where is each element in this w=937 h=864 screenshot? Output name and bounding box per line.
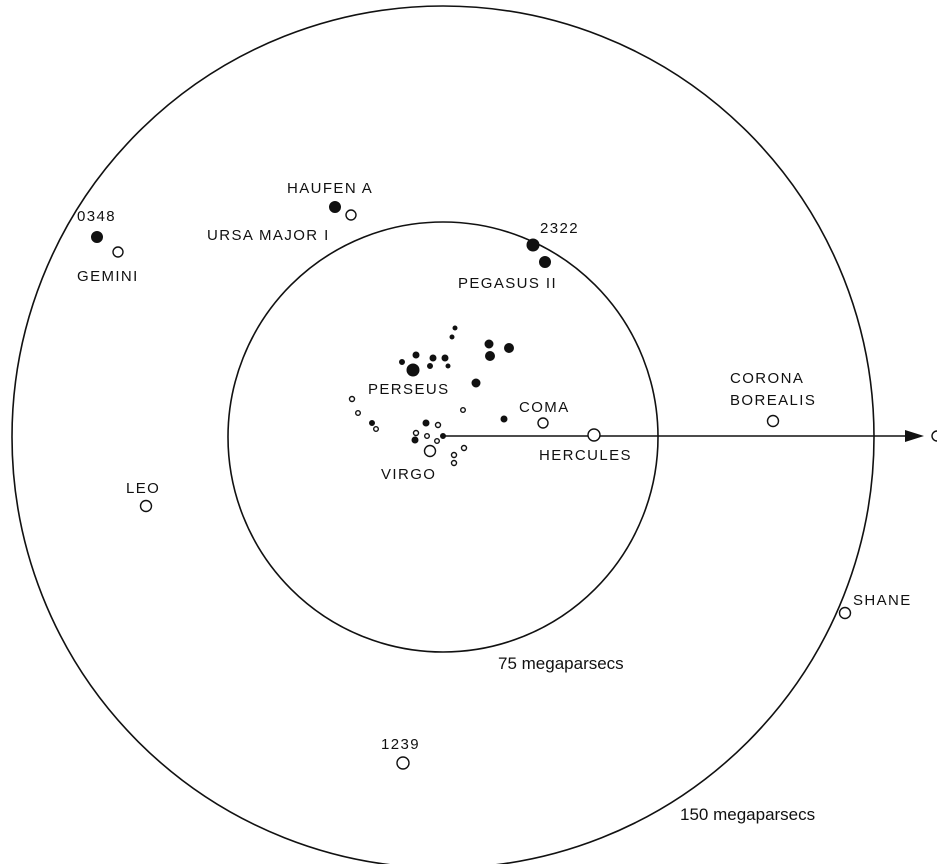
nearby-group-ring: [424, 433, 431, 440]
cluster-pegasus-ii-marker: [539, 256, 551, 268]
cluster-hercules-marker: [587, 428, 601, 442]
nearby-group-dot: [504, 343, 514, 353]
nearby-group-ring: [460, 407, 467, 414]
cluster-haufen-a-marker: [329, 201, 341, 213]
nearby-group-ring: [450, 451, 458, 459]
nearby-group-dot: [441, 354, 449, 362]
label-haufen-a: HAUFEN A: [287, 180, 373, 197]
ring-150-megaparsecs: [11, 5, 875, 864]
nearby-group-ring: [355, 410, 362, 417]
label-perseus: PERSEUS: [368, 381, 450, 398]
nearby-filled-groups: [369, 325, 514, 444]
cluster-ursa-major-i-marker: [345, 209, 357, 221]
nearby-group-dot: [422, 419, 430, 427]
nearby-group-dot: [471, 378, 481, 388]
nearby-group-dot: [427, 363, 433, 369]
label-pegasus-ii: PEGASUS II: [458, 275, 557, 292]
nearby-group-dot: [411, 436, 419, 444]
label-150-megaparsecs: 150 megaparsecs: [680, 805, 815, 824]
ring-75-megaparsecs: [227, 221, 659, 653]
cluster-0348-marker: [91, 231, 103, 243]
label-hercules: HERCULES: [539, 447, 632, 464]
nearby-group-dot: [369, 420, 375, 426]
cluster-leo-marker: [139, 499, 153, 513]
nearby-group-dot: [452, 325, 458, 331]
cluster-gemini-marker: [112, 246, 124, 258]
label-1239: 1239: [381, 736, 420, 753]
nearby-group-ring: [412, 429, 420, 437]
nearby-group-dot: [500, 415, 508, 423]
label-leo: LEO: [126, 480, 160, 497]
nearby-group-ring: [348, 395, 356, 403]
nearby-group-ring: [460, 444, 468, 452]
cluster-virgo-marker: [423, 444, 437, 458]
label-0348: 0348: [77, 208, 116, 225]
cluster-2322-marker: [526, 238, 540, 252]
cluster-coma-marker: [537, 417, 549, 429]
cluster-corona-borealis-marker: [766, 414, 780, 428]
nearby-group-ring: [434, 438, 441, 445]
label-shane: SHANE: [853, 592, 912, 609]
label-corona-borealis-line1: CORONA: [730, 370, 804, 387]
label-2322: 2322: [540, 220, 579, 237]
nearby-group-dot: [429, 354, 437, 362]
label-gemini: GEMINI: [77, 268, 139, 285]
nearby-group-dot: [399, 359, 405, 365]
local-group-dot: [440, 433, 446, 439]
label-corona-borealis-line2: BOREALIS: [730, 392, 816, 409]
nearby-group-ring: [450, 459, 458, 467]
nearby-group-dot: [485, 351, 495, 361]
nearby-group-ring: [373, 426, 380, 433]
direction-arrowhead: [905, 430, 924, 442]
nearby-group-dot: [445, 363, 451, 369]
nearby-group-ring: [434, 421, 442, 429]
nearby-open-groups: [348, 395, 468, 467]
nearby-group-dot: [412, 351, 420, 359]
nearby-group-dot: [484, 339, 494, 349]
cluster-shane-marker: [838, 606, 852, 620]
label-75-megaparsecs: 75 megaparsecs: [498, 654, 624, 673]
nearby-group-dot: [449, 334, 455, 340]
cluster-1239-marker: [396, 756, 410, 770]
label-coma: COMA: [519, 399, 570, 416]
cluster-perseus-marker: [406, 363, 420, 377]
label-virgo: VIRGO: [381, 466, 436, 483]
label-ursa-major-i: URSA MAJOR I: [207, 227, 330, 244]
offscreen-cluster-marker: [931, 430, 937, 442]
